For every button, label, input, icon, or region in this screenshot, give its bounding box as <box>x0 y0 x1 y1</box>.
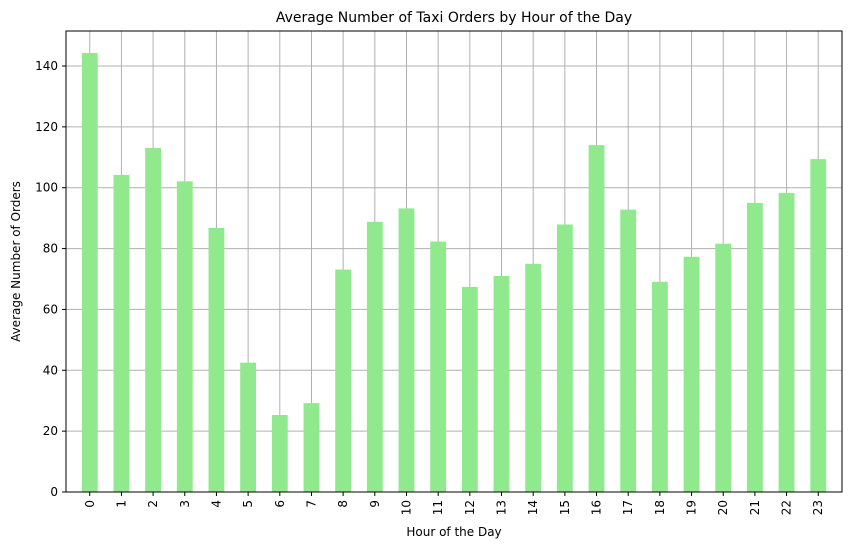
bar-hour-9 <box>366 221 383 492</box>
y-tick-label: 140 <box>35 59 58 73</box>
x-tick-label: 7 <box>304 500 318 508</box>
bar-hour-3 <box>176 181 193 493</box>
bar-hour-10 <box>398 208 415 493</box>
bar-hour-19 <box>683 256 700 492</box>
x-tick-label: 1 <box>114 500 128 508</box>
bar-hour-5 <box>240 362 257 492</box>
x-tick-label: 5 <box>241 500 255 508</box>
bar-hour-7 <box>303 403 320 492</box>
bar-hour-18 <box>651 281 668 492</box>
x-tick-label: 6 <box>273 500 287 508</box>
bar-hour-20 <box>715 243 732 492</box>
x-tick-label: 18 <box>653 500 667 515</box>
bar-hour-21 <box>746 202 763 493</box>
x-tick-label: 15 <box>558 500 572 515</box>
bars <box>81 52 827 493</box>
y-axis-label: Average Number of Orders <box>9 181 23 342</box>
x-tick-label: 9 <box>368 500 382 508</box>
bar-hour-13 <box>493 275 510 492</box>
y-tick-label: 100 <box>35 181 58 195</box>
x-tick-label: 11 <box>431 500 445 515</box>
y-tick-label: 0 <box>50 485 58 499</box>
x-tick-label: 8 <box>336 500 350 508</box>
bar-hour-2 <box>145 147 162 492</box>
bar-hour-1 <box>113 174 130 492</box>
bar-hour-14 <box>525 263 542 492</box>
bar-hour-12 <box>461 286 478 492</box>
x-tick-label: 4 <box>209 500 223 508</box>
x-axis-label: Hour of the Day <box>406 525 501 539</box>
y-tick-label: 80 <box>43 242 58 256</box>
x-tick-label: 12 <box>463 500 477 515</box>
bar-hour-22 <box>778 192 795 492</box>
x-tick-label: 23 <box>811 500 825 515</box>
bar-hour-4 <box>208 227 225 492</box>
bar-hour-11 <box>430 241 447 492</box>
x-tick-label: 22 <box>780 500 794 515</box>
chart-title: Average Number of Taxi Orders by Hour of… <box>276 10 632 26</box>
bar-hour-16 <box>588 145 605 492</box>
x-tick-label: 10 <box>399 500 413 515</box>
y-tick-label: 40 <box>43 363 58 377</box>
y-tick-label: 120 <box>35 120 58 134</box>
x-tick-label: 19 <box>685 500 699 515</box>
bar-hour-6 <box>271 415 288 492</box>
bar-hour-23 <box>810 159 827 493</box>
bar-hour-8 <box>335 269 352 492</box>
plot-frame <box>65 30 843 493</box>
y-tick-label: 20 <box>43 424 58 438</box>
x-tick-label: 21 <box>748 500 762 515</box>
x-tick-label: 13 <box>495 500 509 515</box>
x-tick-label: 14 <box>526 500 540 515</box>
x-tick-label: 0 <box>83 500 97 508</box>
x-tick-label: 17 <box>621 500 635 515</box>
y-tick-label: 60 <box>43 302 58 316</box>
bar-hour-0 <box>81 52 98 493</box>
x-tick-label: 2 <box>146 500 160 508</box>
x-tick-label: 20 <box>716 500 730 515</box>
bar-hour-17 <box>620 209 637 493</box>
bar-hour-15 <box>556 224 573 492</box>
x-tick-label: 3 <box>178 500 192 508</box>
x-tick-label: 16 <box>590 500 604 515</box>
